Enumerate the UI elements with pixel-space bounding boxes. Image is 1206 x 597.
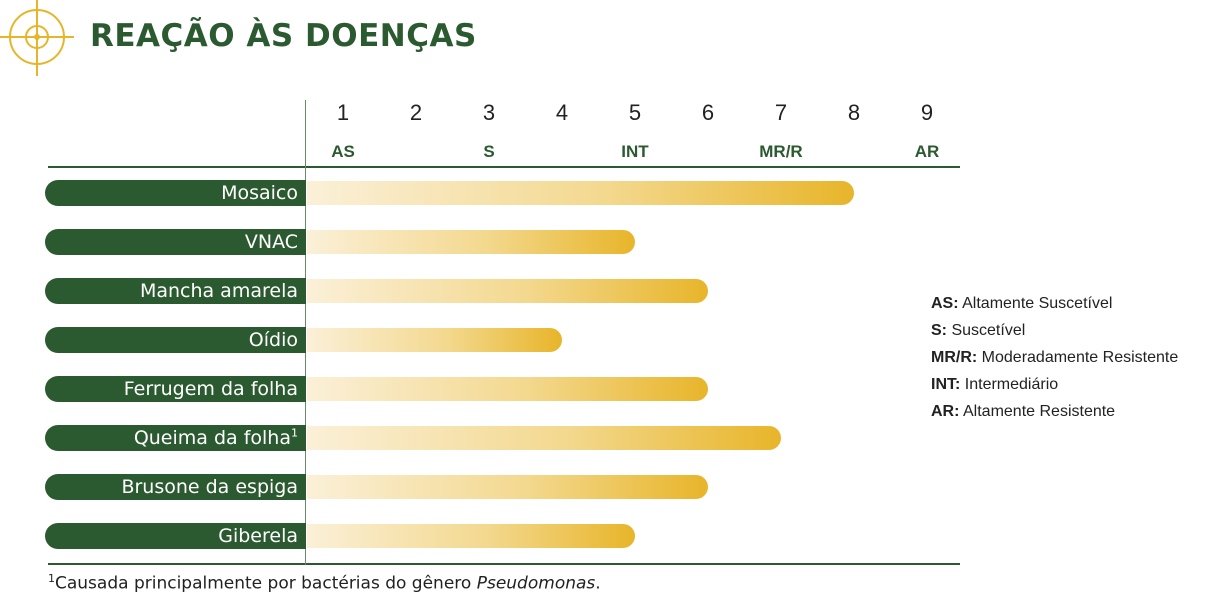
legend-abbr: MR/R: bbox=[931, 349, 978, 366]
bar bbox=[307, 426, 781, 450]
bar bbox=[307, 328, 562, 352]
class-label: INT bbox=[621, 142, 649, 161]
class-label: AR bbox=[914, 142, 940, 161]
category-label: Ferrugem da folha bbox=[45, 376, 306, 402]
category-label: Mosaico bbox=[45, 180, 306, 206]
footnote-end: . bbox=[595, 573, 601, 594]
legend-text: Altamente Suscetível bbox=[962, 295, 1113, 312]
x-tick-label: 2 bbox=[409, 100, 423, 125]
bar bbox=[307, 181, 854, 205]
x-tick-label: 5 bbox=[628, 100, 642, 125]
footnote-text: Causada principalmente por bactérias do … bbox=[55, 573, 477, 594]
category-name: Giberela bbox=[218, 525, 298, 547]
footnote-mark: 1 bbox=[48, 572, 55, 585]
class-label: S bbox=[483, 142, 495, 161]
category-name: Brusone da espiga bbox=[121, 476, 298, 498]
legend-item: S: Suscetível bbox=[931, 317, 1178, 344]
legend-text: Intermediário bbox=[964, 376, 1059, 393]
category-name: Ferrugem da folha bbox=[123, 378, 298, 400]
legend-text: Altamente Resistente bbox=[963, 403, 1116, 420]
category-name: Queima da folha bbox=[133, 427, 291, 449]
bar bbox=[307, 524, 635, 548]
category-footnote-mark: 1 bbox=[291, 426, 298, 440]
category-label: VNAC bbox=[45, 229, 306, 255]
legend-abbr: INT: bbox=[931, 376, 961, 393]
x-tick-label: 8 bbox=[847, 100, 861, 125]
header-divider bbox=[48, 166, 960, 168]
category-name: VNAC bbox=[244, 231, 298, 253]
legend-text: Moderadamente Resistente bbox=[981, 349, 1179, 366]
x-tick-label: 9 bbox=[920, 100, 934, 125]
x-tick-label: 7 bbox=[774, 100, 788, 125]
bar bbox=[307, 377, 708, 401]
bar bbox=[307, 230, 635, 254]
legend-abbr: S: bbox=[931, 322, 947, 339]
bar bbox=[307, 475, 708, 499]
category-label: Mancha amarela bbox=[45, 278, 306, 304]
category-name: Mancha amarela bbox=[139, 280, 298, 302]
legend-item: AS: Altamente Suscetível bbox=[931, 290, 1178, 317]
x-tick-label: 4 bbox=[555, 100, 569, 125]
class-label: AS bbox=[331, 142, 355, 161]
category-name: Oídio bbox=[248, 329, 298, 351]
class-label: MR/R bbox=[759, 142, 803, 161]
legend-item: AR: Altamente Resistente bbox=[931, 398, 1178, 425]
bottom-divider bbox=[48, 563, 960, 565]
legend: AS: Altamente Suscetível S: Suscetível MR/… bbox=[931, 290, 1178, 425]
category-label: Giberela bbox=[45, 523, 306, 549]
legend-text: Suscetível bbox=[951, 322, 1026, 339]
x-tick-label: 6 bbox=[701, 100, 715, 125]
legend-abbr: AR: bbox=[931, 403, 960, 420]
x-tick-label: 1 bbox=[336, 100, 350, 125]
page-title: REAÇÃO ÀS DOENÇAS bbox=[90, 18, 477, 54]
legend-item: INT: Intermediário bbox=[931, 371, 1178, 398]
legend-abbr: AS: bbox=[931, 295, 959, 312]
category-label: Queima da folha1 bbox=[45, 425, 306, 451]
legend-item: MR/R: Moderadamente Resistente bbox=[931, 344, 1178, 371]
footnote: 1Causada principalmente por bactérias do… bbox=[48, 572, 601, 594]
category-label: Oídio bbox=[45, 327, 306, 353]
category-name: Mosaico bbox=[221, 182, 298, 204]
x-tick-label: 3 bbox=[482, 100, 496, 125]
target-icon bbox=[0, 0, 74, 76]
footnote-genus: Pseudomonas bbox=[476, 573, 596, 594]
bar bbox=[307, 279, 708, 303]
category-label: Brusone da espiga bbox=[45, 474, 306, 500]
